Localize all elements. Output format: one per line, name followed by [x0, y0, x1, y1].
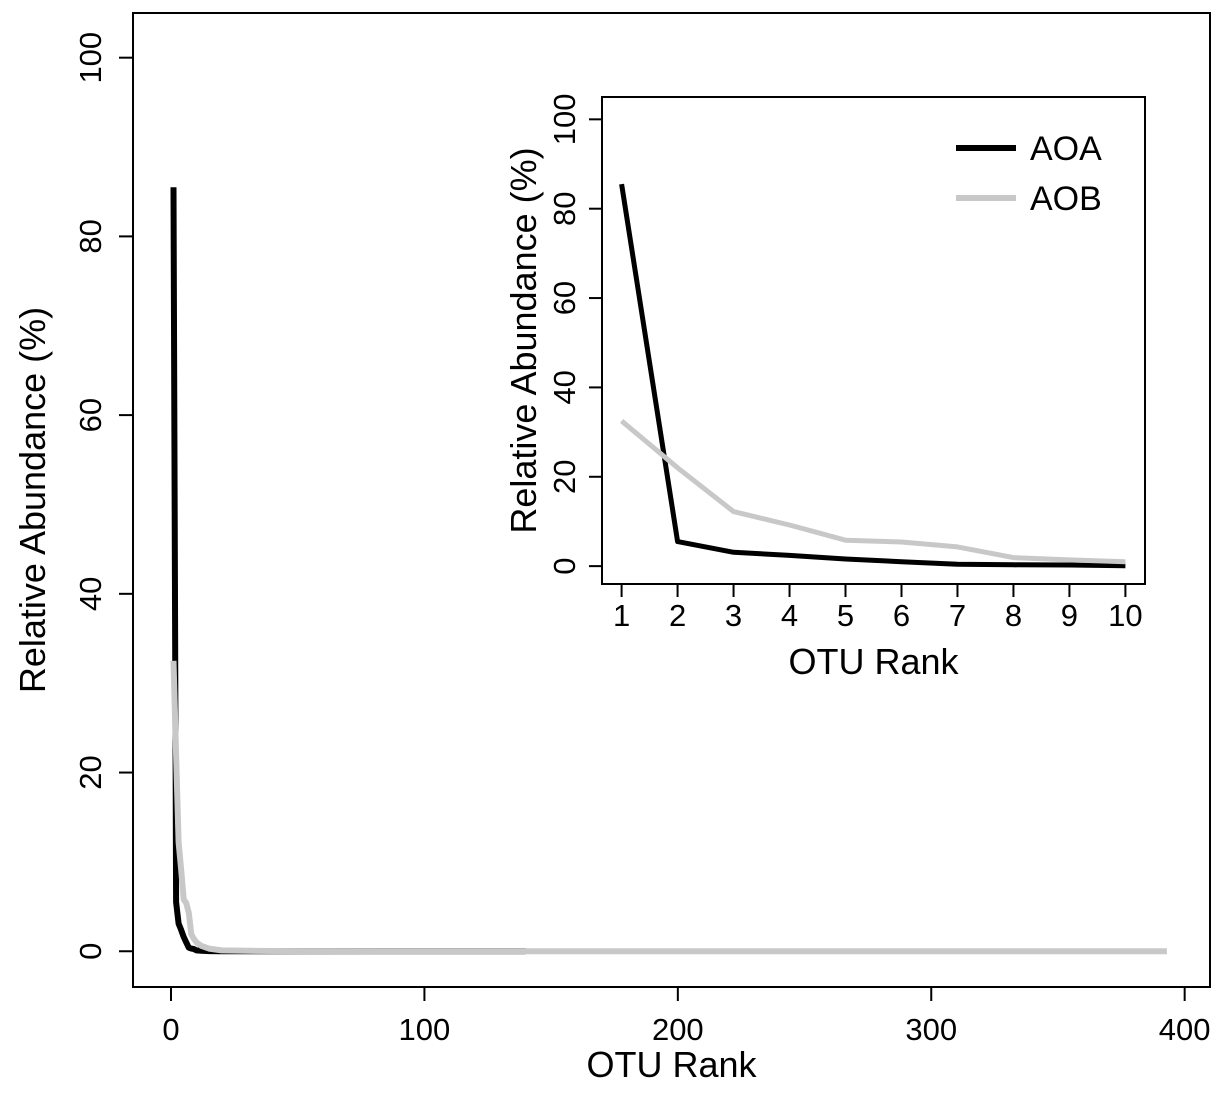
main-series-aob-line: [170, 660, 1167, 955]
main-y-tick-label: 80: [73, 219, 108, 253]
legend-label-aoa: AOA: [1030, 130, 1102, 168]
inset-x-tick-label: 2: [669, 598, 686, 633]
inset-x-tick-label: 7: [949, 598, 966, 633]
main-y-axis-title: Relative Abundance (%): [12, 307, 53, 693]
inset-y-tick-label: 100: [547, 93, 582, 145]
main-y-tick-label: 100: [73, 32, 108, 84]
inset-x-tick-label: 10: [1108, 598, 1142, 633]
inset-x-tick-label: 3: [725, 598, 742, 633]
inset-x-tick-label: 4: [781, 598, 798, 633]
main-x-axis-title: OTU Rank: [586, 1044, 757, 1085]
main-x-tick-label: 0: [162, 1012, 179, 1047]
main-y-tick-label: 0: [73, 943, 108, 960]
main-x-tick-label: 100: [399, 1012, 451, 1047]
inset-y-tick-label: 20: [547, 460, 582, 494]
inset-y-tick-label: 80: [547, 191, 582, 225]
inset-plot-background: [602, 97, 1145, 584]
inset-y-tick-label: 60: [547, 281, 582, 315]
main-x-tick-label: 200: [652, 1012, 704, 1047]
inset-x-tick-label: 5: [837, 598, 854, 633]
inset-series-aoa-line: [619, 183, 1126, 569]
main-y-tick-label: 40: [73, 577, 108, 611]
main-y-tick-label: 60: [73, 398, 108, 432]
inset-y-tick-label: 0: [547, 558, 582, 575]
inset-x-tick-label: 6: [893, 598, 910, 633]
inset-series-aob-line: [619, 418, 1126, 565]
main-x-tick-label: 300: [905, 1012, 957, 1047]
main-x-tick-label: 400: [1159, 1012, 1211, 1047]
main-y-tick-label: 20: [73, 755, 108, 789]
inset-y-axis-title: Relative Abundance (%): [503, 147, 544, 533]
legend-label-aob: AOB: [1030, 180, 1102, 218]
inset-y-tick-label: 40: [547, 370, 582, 404]
inset-x-tick-label: 9: [1061, 598, 1078, 633]
inset-x-tick-label: 1: [613, 598, 630, 633]
inset-x-axis-title: OTU Rank: [788, 641, 959, 682]
inset-x-tick-label: 8: [1005, 598, 1022, 633]
